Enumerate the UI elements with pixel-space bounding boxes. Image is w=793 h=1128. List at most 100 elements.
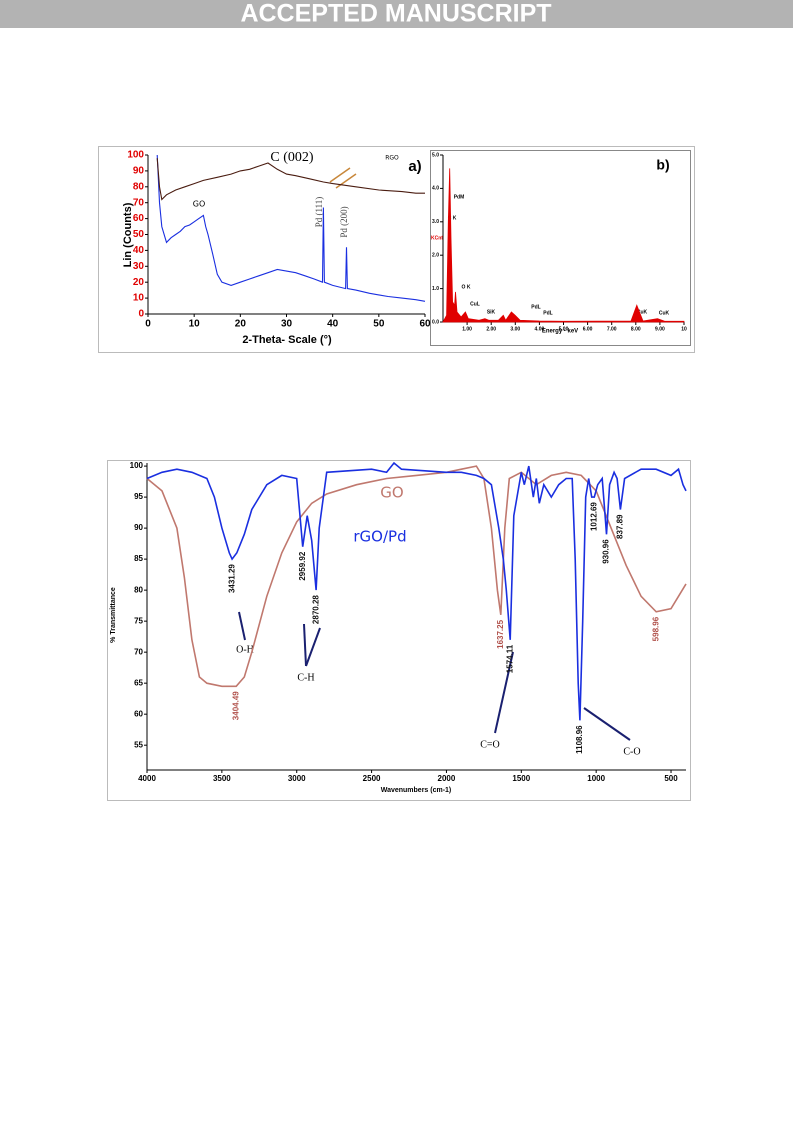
y-tick-label: 75 [134,616,143,625]
x-tick-label: 10 [681,326,687,332]
annotation: C (002) [270,150,314,165]
x-tick-label: 3.00 [510,326,520,332]
series-line [156,154,426,302]
annotation: PdL [531,304,540,310]
figure-frame [107,460,691,801]
annotation: C K [448,215,457,221]
y-tick-label: 70 [133,197,145,208]
y-tick-label: 5.0 [432,152,439,158]
y-tick-label: 40 [133,245,145,256]
y-tick-label: 0 [138,309,144,320]
arrow [583,707,631,741]
x-tick-label: 10 [189,319,201,330]
y-tick-label: 2.0 [432,253,439,259]
annotation: PdM [454,194,465,200]
x-tick-label: 1000 [587,774,605,783]
x-tick-label: 40 [327,319,339,330]
y-tick-label: 80 [134,585,143,594]
y-tick-label: 60 [133,213,145,224]
x-label: Wavenumbers (cm-1) [381,787,452,794]
arrow [238,611,246,641]
annotation: C-O [623,746,640,757]
peak-label: 2959.92 [298,551,307,580]
annotation: SiK [487,309,496,315]
x-tick-label: 3500 [213,774,231,783]
y-label: KCnt [431,235,443,241]
x-label: Energy - keV [542,329,578,335]
y-tick-label: 80 [133,181,145,192]
annotation: CuL [470,301,480,307]
annotation: Pd (200) [339,206,349,237]
series-label: rGO/Pd [353,528,406,546]
arrows [238,611,631,741]
y-tick-label: 0.0 [432,319,439,325]
y-tick-label: 20 [133,277,145,288]
x-label: 2-Theta- Scale (°) [242,334,332,346]
panel-label: b) [656,157,669,173]
y-label: Lin (Counts) [122,202,134,267]
arrow [329,167,351,183]
arrow [305,627,321,667]
x-tick-label: 30 [281,319,293,330]
peak-label: 3431.29 [227,564,236,593]
banner-text: ACCEPTED MANUSCRIPT [240,0,551,28]
y-tick-label: 65 [134,678,143,687]
x-tick-label: 2500 [363,774,381,783]
y-tick-label: 60 [134,709,143,718]
peak-label: 930.96 [602,539,611,564]
annotation: Pd (111) [314,197,324,228]
peak-label: 1108.96 [575,725,584,754]
x-tick-label: 60 [419,319,431,330]
y-tick-label: 90 [134,523,143,532]
y-tick-label: 100 [127,150,144,161]
peak-label: 2870.28 [311,595,320,624]
annotation: O-H [236,644,254,655]
series-line [146,461,687,721]
x-tick-label: 7.00 [607,326,617,332]
x-tick-label: 1500 [512,774,530,783]
x-tick-label: 500 [664,774,678,783]
x-tick-label: 3000 [288,774,306,783]
peak-label: 1012.69 [589,502,598,531]
banner [0,0,793,28]
series-line [146,465,687,688]
y-tick-label: 10 [133,293,145,304]
x-tick-label: 9.00 [655,326,665,332]
panel-label: a) [408,158,421,175]
arrow [335,173,357,189]
figure-frame [98,146,695,353]
y-tick-label: 100 [130,461,144,470]
annotation: C-H [297,672,314,683]
x-tick-label: 2.00 [486,326,496,332]
y-tick-label: 70 [134,647,143,656]
series-label: RGO [385,155,399,162]
series-line [156,158,425,201]
x-tick-label: 4000 [138,774,156,783]
arrow [494,651,514,734]
annotation: C=O [480,739,500,750]
annotation: O K [462,284,471,290]
y-tick-label: 85 [134,554,143,563]
series-label: GO [380,484,403,502]
y-tick-label: 3.0 [432,219,439,225]
arrows [329,167,357,189]
y-tick-label: 50 [133,229,145,240]
annotation: PdL [543,310,552,316]
series-label: GO [193,200,206,209]
peak-label: 1637.25 [496,619,505,648]
peak-label: 598.96 [651,616,660,641]
x-tick-label: 6.00 [583,326,593,332]
peak-label: 1574.11 [505,644,514,673]
peak-label: 837.89 [616,514,625,539]
y-tick-label: 90 [133,166,145,177]
y-label: % Transmittance [110,587,117,643]
x-tick-label: 50 [373,319,385,330]
x-tick-label: 20 [235,319,247,330]
spectrum-area [442,168,685,323]
annotation: CuK [637,309,648,315]
x-tick-label: 1.00 [462,326,472,332]
panel-frame [430,150,691,346]
peak-label: 3404.49 [231,691,240,720]
